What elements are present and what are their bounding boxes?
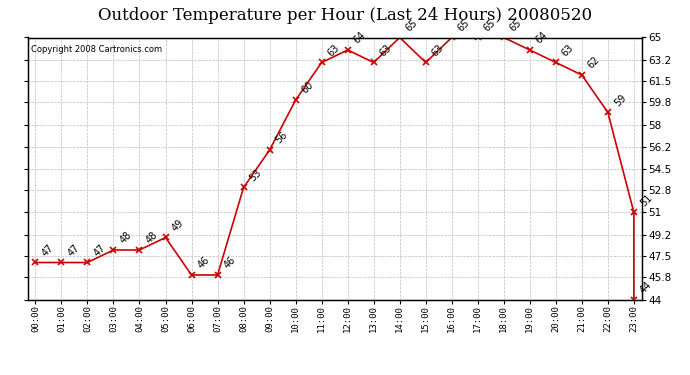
Text: 59: 59 xyxy=(612,93,628,108)
Text: 64: 64 xyxy=(352,30,368,46)
Text: 47: 47 xyxy=(66,243,81,258)
Text: 64: 64 xyxy=(534,30,550,46)
Text: 65: 65 xyxy=(404,18,420,33)
Text: 63: 63 xyxy=(430,43,446,58)
Text: 48: 48 xyxy=(144,230,159,246)
Text: 48: 48 xyxy=(117,230,133,246)
Text: 62: 62 xyxy=(586,55,602,71)
Text: 46: 46 xyxy=(221,255,237,271)
Text: 63: 63 xyxy=(560,43,575,58)
Text: 44: 44 xyxy=(638,280,654,296)
Text: 60: 60 xyxy=(299,80,315,96)
Text: 56: 56 xyxy=(274,130,290,146)
Text: 63: 63 xyxy=(326,43,342,58)
Text: 63: 63 xyxy=(378,43,393,58)
Text: 49: 49 xyxy=(170,217,186,233)
Text: 46: 46 xyxy=(196,255,211,271)
Text: 65: 65 xyxy=(456,18,472,33)
Text: 53: 53 xyxy=(248,168,264,183)
Text: Outdoor Temperature per Hour (Last 24 Hours) 20080520: Outdoor Temperature per Hour (Last 24 Ho… xyxy=(98,8,592,24)
Text: 51: 51 xyxy=(638,192,654,208)
Text: Copyright 2008 Cartronics.com: Copyright 2008 Cartronics.com xyxy=(30,45,161,54)
Text: 47: 47 xyxy=(92,243,108,258)
Text: 65: 65 xyxy=(508,18,524,33)
Text: 47: 47 xyxy=(39,243,55,258)
Text: 65: 65 xyxy=(482,18,497,33)
